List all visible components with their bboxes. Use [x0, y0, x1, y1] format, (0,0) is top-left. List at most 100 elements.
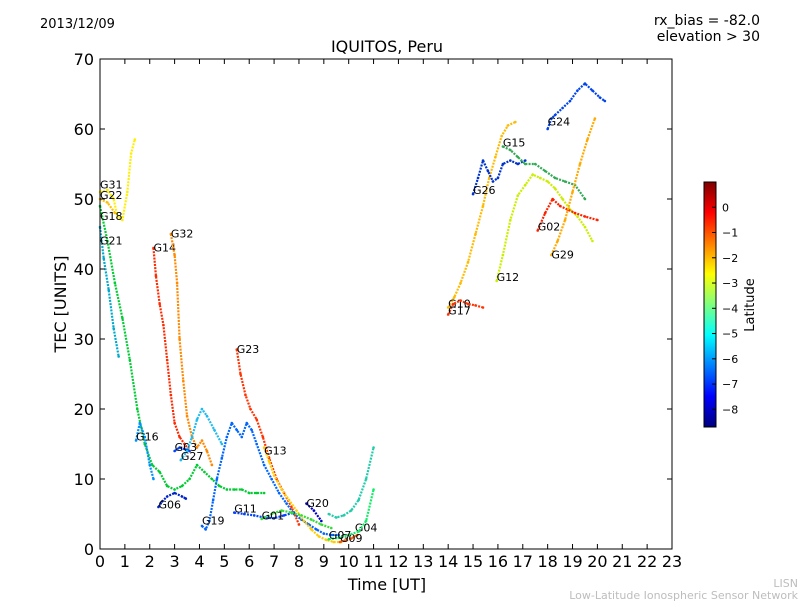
data-point — [285, 502, 288, 505]
data-point — [235, 428, 239, 432]
data-point — [471, 192, 475, 196]
x-tick-label: 22 — [637, 552, 657, 571]
data-point — [486, 169, 490, 173]
colorbar-tick-label: −2 — [722, 252, 738, 265]
data-point — [211, 498, 215, 502]
series-g21: G21 — [98, 225, 123, 358]
data-point — [509, 218, 512, 222]
series-label-g21: G21 — [100, 235, 123, 248]
data-point — [334, 516, 338, 519]
series-g14: G14 — [152, 242, 191, 453]
x-tick-label: 17 — [513, 552, 533, 571]
x-tick-label: 8 — [294, 552, 304, 571]
data-point — [496, 176, 500, 180]
data-point — [598, 96, 602, 99]
series-line-g02 — [536, 197, 598, 231]
data-point — [337, 536, 341, 540]
elevation-label: elevation > 30 — [656, 29, 760, 45]
data-point — [162, 323, 165, 327]
data-point — [113, 211, 117, 215]
data-point — [576, 89, 579, 92]
data-point — [553, 176, 557, 180]
series-line-g06 — [157, 491, 187, 508]
colorbar: 0 −1 −2 −3 −4 −5 −6 −7 −8 — [703, 181, 738, 428]
data-point — [225, 488, 229, 491]
data-point — [290, 511, 293, 514]
data-point — [210, 463, 214, 467]
series-g06: G06 — [157, 491, 188, 511]
data-point — [152, 477, 155, 481]
data-point — [538, 176, 542, 180]
series-label-g19: G19 — [202, 515, 225, 528]
data-point — [514, 120, 517, 124]
data-point — [129, 152, 133, 155]
data-point — [290, 505, 293, 509]
series-g07: G07 — [327, 488, 375, 542]
series-label-g24: G24 — [548, 116, 571, 129]
series-label-g26: G26 — [473, 184, 496, 197]
data-point — [516, 194, 520, 197]
series-line-g15 — [502, 145, 586, 200]
data-point — [165, 358, 169, 362]
data-point — [561, 197, 564, 201]
series-g26: G26 — [471, 159, 527, 197]
x-tick-label: 16 — [488, 552, 508, 571]
plot-frame — [99, 58, 673, 550]
data-point — [175, 281, 179, 285]
y-tick-label: 30 — [74, 330, 94, 349]
data-point — [173, 449, 176, 453]
data-point — [262, 446, 266, 449]
data-point — [550, 117, 553, 120]
series-g10: G10 — [446, 120, 517, 311]
data-point — [178, 435, 181, 439]
data-point — [364, 477, 368, 481]
data-point — [158, 302, 161, 306]
x-tick-label: 13 — [413, 552, 433, 571]
data-point — [583, 225, 587, 229]
data-point — [329, 526, 333, 530]
data-point — [591, 89, 594, 92]
y-tick-label: 20 — [74, 400, 94, 419]
data-point — [270, 512, 273, 516]
series-label-g18: G18 — [100, 210, 123, 223]
x-tick-label: 23 — [662, 552, 682, 571]
series-label-g12: G12 — [497, 271, 520, 284]
series-g19: G19 — [200, 421, 341, 537]
data-point — [208, 519, 211, 523]
data-point — [491, 180, 495, 183]
x-tick-label: 11 — [363, 552, 383, 571]
data-point — [240, 435, 244, 439]
data-point — [364, 519, 368, 523]
series-label-g14: G14 — [153, 242, 176, 255]
series-g16: G16 — [134, 421, 159, 481]
series-g15: G15 — [501, 137, 587, 201]
data-point — [476, 176, 480, 180]
data-point — [282, 514, 286, 517]
data-point — [349, 537, 353, 540]
x-tick-label: 12 — [388, 552, 408, 571]
series-label-g03: G03 — [175, 441, 198, 454]
data-point — [239, 372, 242, 376]
data-point — [210, 477, 214, 481]
data-point — [188, 477, 191, 481]
data-point — [195, 418, 199, 421]
data-point — [501, 145, 505, 148]
series-g18: G18 — [98, 204, 266, 495]
y-tick-label: 50 — [74, 190, 94, 209]
data-point — [240, 488, 244, 491]
series-label-g22: G22 — [100, 189, 123, 202]
data-point — [327, 512, 331, 516]
x-tick-label: 14 — [438, 552, 458, 571]
data-point — [232, 488, 236, 491]
data-point — [165, 495, 169, 498]
series-line-g12 — [495, 173, 594, 282]
data-point — [235, 348, 239, 351]
data-point — [215, 477, 219, 481]
data-point — [138, 421, 142, 425]
series-g23: G23 — [235, 343, 301, 526]
data-point — [220, 442, 224, 446]
data-point — [501, 162, 505, 166]
x-tick-label: 7 — [269, 552, 279, 571]
data-point — [203, 470, 206, 474]
